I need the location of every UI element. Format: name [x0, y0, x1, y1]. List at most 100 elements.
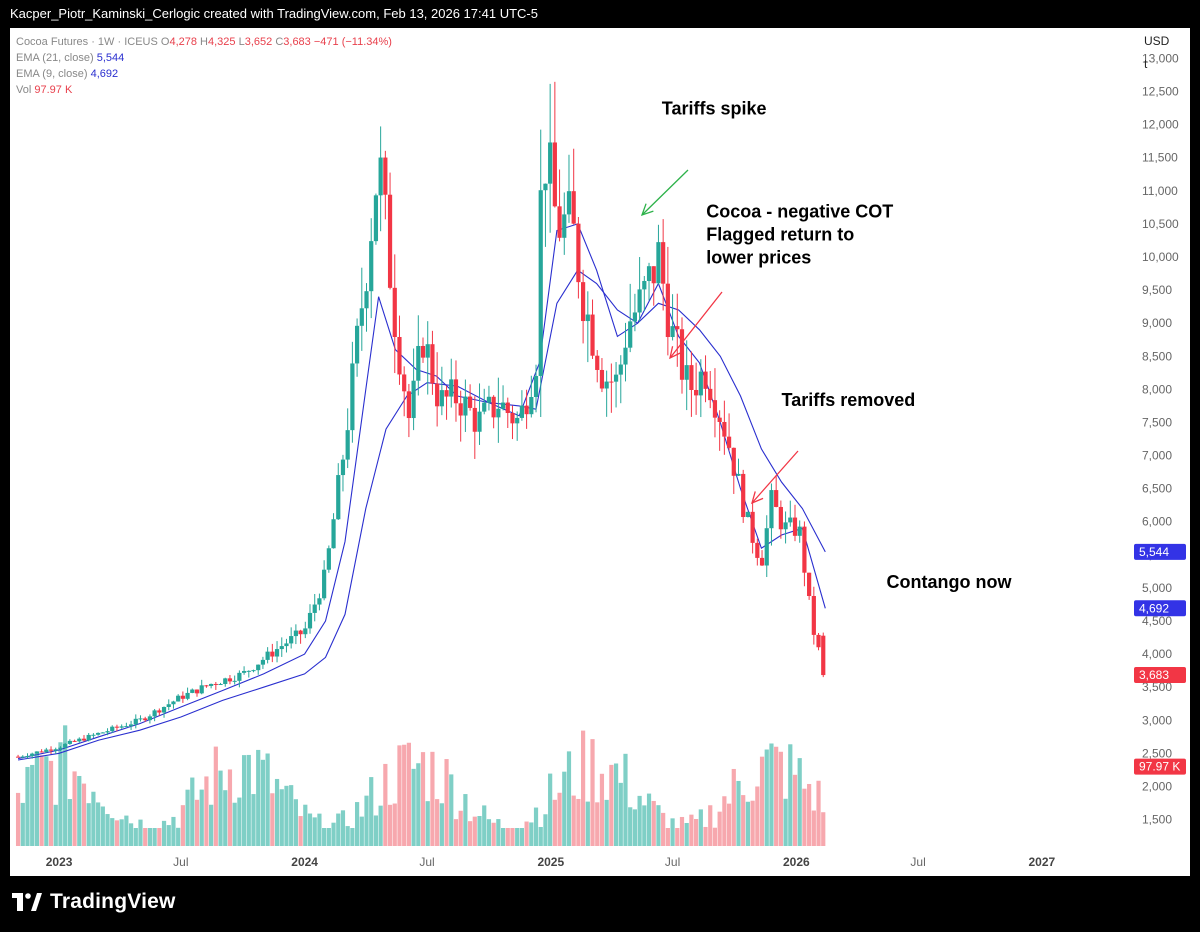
candle-body [731, 447, 736, 476]
annotation-arrow-head [751, 491, 764, 505]
candle-body [670, 326, 675, 338]
volume-bar [524, 821, 529, 846]
time-axis-tick: 2025 [537, 855, 564, 869]
tradingview-brand[interactable]: TradingView [12, 890, 176, 914]
chart-panel[interactable]: Tariffs spike Cocoa - negative COT Flagged… [10, 28, 1190, 876]
ema-layer [17, 223, 826, 761]
legend-symbol: Cocoa Futures · 1W · ICEUS [16, 36, 158, 48]
candle-body [147, 716, 153, 721]
volume-bar [39, 755, 44, 846]
price-axis-tick: 11,500 [1142, 151, 1178, 165]
candle-body [482, 402, 487, 412]
candle-body [722, 421, 727, 437]
candle-body [595, 355, 600, 370]
legend-vol-row[interactable]: Vol 97.97 K [16, 82, 392, 98]
candle-body [369, 241, 374, 292]
candle-body [53, 749, 58, 751]
price-axis-tick: 2,500 [1142, 746, 1172, 760]
candle-body [105, 731, 110, 733]
candle-body [430, 344, 435, 384]
candle-body [373, 195, 379, 242]
candle-body [759, 557, 765, 566]
candle-body [133, 718, 138, 725]
volume-bar [354, 802, 360, 846]
volume-bar [477, 816, 482, 846]
volume-bar [133, 828, 138, 846]
annotation-text: Cocoa - negative COT [706, 201, 893, 221]
annotation-arrow-head [640, 203, 654, 217]
ema21-line [18, 269, 826, 761]
volume-bar [124, 815, 129, 846]
volume-bar [731, 768, 736, 846]
candle-body [496, 408, 501, 418]
price-axis-tick: 4,500 [1142, 614, 1172, 628]
volume-bar [326, 828, 331, 846]
candle-body [613, 374, 619, 382]
volume-bar [96, 802, 101, 846]
volume-bar [684, 822, 689, 846]
candle-body [642, 280, 647, 290]
volume-bar [406, 742, 411, 846]
legend-ema21-row[interactable]: EMA (21, close) 5,544 [16, 50, 392, 66]
volume-bar [147, 828, 153, 846]
volume-bar [331, 822, 336, 846]
candle-body [237, 672, 242, 681]
price-chart[interactable]: Tariffs spike Cocoa - negative COT Flagged… [10, 28, 1190, 876]
time-axis: 2023 Jul 2024 Jul 2025 Jul 2026 Jul 2027 [46, 855, 1056, 869]
candle-body [383, 157, 388, 195]
candle-body [604, 381, 609, 389]
candle-body [378, 157, 383, 196]
volume-bar [792, 774, 798, 846]
volume-bar [298, 816, 303, 846]
legend-o-label: O [160, 36, 170, 48]
candle-body [533, 375, 539, 397]
candle-body [293, 630, 298, 637]
volume-bar [759, 756, 765, 846]
volume-bar [100, 806, 105, 846]
volume-bar [774, 746, 779, 846]
candle-body [100, 732, 105, 734]
candle-body [444, 390, 449, 397]
candle-body [124, 726, 129, 728]
price-axis-tick: 3,000 [1142, 713, 1172, 727]
candle-body [548, 142, 553, 184]
candle-body [581, 282, 586, 322]
legend-ema9-row[interactable]: EMA (9, close) 4,692 [16, 66, 392, 82]
candle-body [246, 670, 251, 672]
volume-bar [420, 752, 426, 846]
candle-body [505, 402, 510, 414]
candle-body [458, 403, 463, 416]
candle-body [81, 738, 87, 741]
volume-bar [303, 804, 308, 846]
candle-body [289, 636, 294, 644]
legend-ema9-label: EMA (9, close) [16, 68, 88, 80]
volume-bar [802, 788, 807, 846]
candle-body [679, 329, 685, 380]
volume-bar [34, 753, 40, 846]
volume-bar [618, 782, 623, 846]
volume-bar [769, 743, 774, 846]
legend-symbol-row[interactable]: Cocoa Futures · 1W · ICEUS O4,278 H4,325… [16, 34, 392, 50]
candle-body [788, 517, 793, 523]
volume-bar [67, 799, 72, 846]
candle-body [797, 526, 802, 536]
chart-legend: Cocoa Futures · 1W · ICEUS O4,278 H4,325… [16, 34, 392, 98]
candle-body [736, 473, 741, 476]
candle-body [750, 511, 755, 543]
candle-body [96, 732, 101, 735]
volume-bar [157, 828, 162, 846]
candle-body [783, 522, 788, 530]
price-axis-tick: 7,500 [1142, 415, 1172, 429]
price-axis-tick: 6,500 [1142, 482, 1172, 496]
candle-layer [15, 81, 826, 759]
volume-bar [289, 785, 294, 846]
candle-body [340, 459, 346, 476]
volume-bar [788, 744, 793, 846]
annotation-text: Flagged return to [706, 224, 854, 244]
volume-bar [110, 818, 115, 846]
volume-bar [566, 751, 572, 846]
candle-body [576, 223, 581, 283]
currency-label[interactable]: USD [1144, 34, 1170, 48]
volume-bar [152, 828, 157, 846]
